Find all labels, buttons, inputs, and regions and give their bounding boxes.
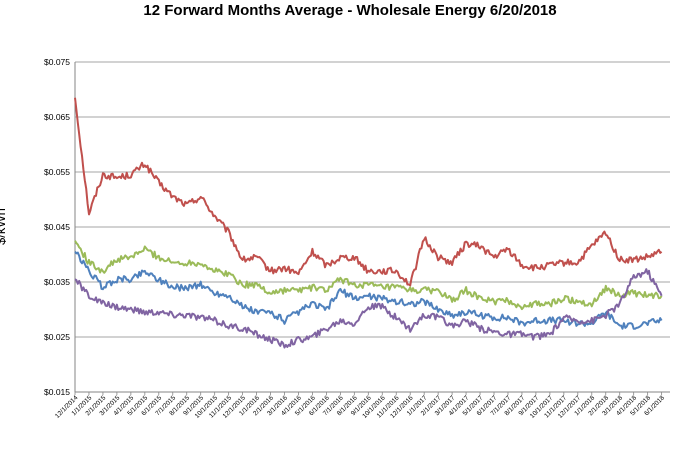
series-line [74, 251, 663, 330]
y-tick-label: $0.045 [44, 222, 70, 232]
series-line [74, 240, 663, 311]
series-line [74, 97, 663, 287]
y-tick-label: $0.075 [44, 57, 70, 67]
gridlines [75, 61, 670, 393]
y-tick-label: $0.035 [44, 277, 70, 287]
y-tick-label: $0.055 [44, 167, 70, 177]
series-lines [74, 97, 663, 349]
chart-title: 12 Forward Months Average - Wholesale En… [143, 2, 557, 19]
y-tick-labels: $0.015 $0.025 $0.035 $0.045 $0.055 $0.065 $0.0… [44, 57, 70, 397]
y-tick-label: $0.065 [44, 112, 70, 122]
series-line [74, 268, 663, 349]
axes [74, 62, 670, 395]
y-tick-label: $0.025 [44, 332, 70, 342]
x-tick-labels: 12/1/20141/1/20152/1/20153/1/20154/1/201… [54, 394, 666, 420]
y-tick-label: $0.015 [44, 387, 70, 397]
